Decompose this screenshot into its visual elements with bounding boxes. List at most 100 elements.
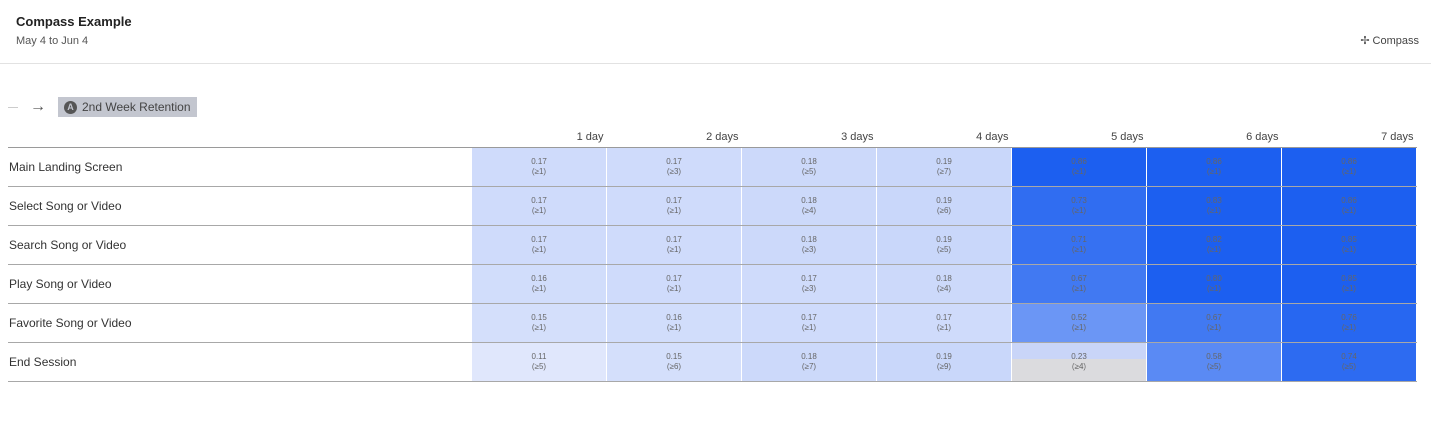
- event-label: 2nd Week Retention: [82, 100, 191, 114]
- column-header: 4 days: [876, 127, 1012, 148]
- retention-cell[interactable]: 0.17 (≥1): [741, 303, 877, 343]
- retention-cell[interactable]: 0.17 (≥1): [471, 225, 607, 265]
- date-range[interactable]: May 4 to Jun 4: [16, 35, 89, 47]
- retention-cell[interactable]: 0.15 (≥6): [606, 342, 742, 382]
- cell-value: 0.19: [936, 196, 952, 205]
- table-row: Main Landing Screen 0.17 (≥1) 0.17 (≥3) 0.18(…: [8, 147, 1417, 187]
- cell-threshold: (≥3): [801, 245, 817, 254]
- report-title: Compass Example: [16, 14, 132, 29]
- dash-divider: [8, 106, 18, 108]
- retention-cell[interactable]: 0.82 (≥1): [1146, 225, 1282, 265]
- row-label: Main Landing Screen: [8, 147, 472, 187]
- compass-label: Compass: [1372, 34, 1419, 47]
- cell-threshold: (≥1): [1341, 284, 1357, 293]
- retention-cell[interactable]: 0.17 (≥1): [606, 264, 742, 304]
- table-row: End Session 0.11 (≥5) 0.15 (≥6) 0.18 (≥7) 0.19(…: [8, 342, 1417, 382]
- retention-cell[interactable]: 0.19 (≥6): [876, 186, 1012, 226]
- retention-cell[interactable]: 0.67 (≥1): [1011, 264, 1147, 304]
- cell-value: 0.17: [801, 313, 817, 322]
- retention-cell[interactable]: 0.19 (≥5): [876, 225, 1012, 265]
- table-row: Select Song or Video 0.17 (≥1) 0.17 (≥1) 0.18…: [8, 186, 1417, 226]
- retention-cell[interactable]: 0.17 (≥1): [606, 225, 742, 265]
- row-label: End Session: [8, 342, 472, 382]
- cell-threshold: (≥5): [1341, 362, 1357, 371]
- cell-threshold: (≥5): [531, 362, 547, 371]
- column-header: 3 days: [741, 127, 877, 148]
- cell-value: 0.16: [666, 313, 682, 322]
- retention-cell[interactable]: 0.15 (≥1): [471, 303, 607, 343]
- cell-value: 0.76: [1341, 313, 1357, 322]
- retention-cell[interactable]: 0.71 (≥1): [1011, 225, 1147, 265]
- cell-threshold: (≥1): [1206, 284, 1222, 293]
- retention-cell[interactable]: 0.19 (≥9): [876, 342, 1012, 382]
- retention-cell[interactable]: 0.17 (≥1): [471, 147, 607, 187]
- cell-threshold: (≥1): [1206, 167, 1222, 176]
- cell-threshold: (≥1): [666, 323, 682, 332]
- cell-threshold: (≥1): [1071, 323, 1087, 332]
- compass-button[interactable]: ✢ Compass: [1360, 34, 1419, 48]
- retention-cell[interactable]: 0.76 (≥1): [1281, 303, 1417, 343]
- retention-cell[interactable]: 0.18 (≥4): [876, 264, 1012, 304]
- retention-cell[interactable]: 0.86 (≥1): [1011, 147, 1147, 187]
- event-chip[interactable]: A 2nd Week Retention: [58, 97, 197, 117]
- cell-threshold: (≥3): [666, 167, 682, 176]
- cell-threshold: (≥3): [801, 284, 817, 293]
- retention-cell[interactable]: 0.86 (≥1): [1146, 147, 1282, 187]
- cell-value: 0.11: [531, 352, 547, 361]
- retention-cell[interactable]: 0.17 (≥1): [606, 186, 742, 226]
- retention-cell[interactable]: 0.18 (≥7): [741, 342, 877, 382]
- cell-value: 0.17: [936, 313, 952, 322]
- cell-threshold: (≥4): [801, 206, 817, 215]
- cell-threshold: (≥1): [1206, 206, 1222, 215]
- row-label: Play Song or Video: [8, 264, 472, 304]
- retention-cell[interactable]: 0.52 (≥1): [1011, 303, 1147, 343]
- retention-cell[interactable]: 0.86 (≥1): [1281, 186, 1417, 226]
- cell-threshold: (≥1): [936, 323, 952, 332]
- cell-threshold: (≥1): [666, 245, 682, 254]
- table-row: Search Song or Video 0.17 (≥1) 0.17 (≥1) 0.18…: [8, 225, 1417, 265]
- retention-cell[interactable]: 0.11 (≥5): [471, 342, 607, 382]
- retention-cell[interactable]: 0.83 (≥1): [1146, 186, 1282, 226]
- cell-value: 0.71: [1071, 235, 1087, 244]
- retention-cell[interactable]: 0.85 (≥1): [1281, 264, 1417, 304]
- retention-cell[interactable]: 0.74 (≥5): [1281, 342, 1417, 382]
- retention-cell[interactable]: 0.18 (≥3): [741, 225, 877, 265]
- cell-threshold: (≥1): [1071, 284, 1087, 293]
- retention-cell[interactable]: 0.18 (≥5): [741, 147, 877, 187]
- retention-cell[interactable]: 0.80 (≥1): [1146, 264, 1282, 304]
- retention-cell[interactable]: 0.17 (≥1): [876, 303, 1012, 343]
- cell-value: 0.86: [1071, 157, 1087, 166]
- cell-threshold: (≥7): [936, 167, 952, 176]
- cell-value: 0.17: [801, 274, 817, 283]
- cell-threshold: (≥1): [1206, 323, 1222, 332]
- retention-cell[interactable]: 0.58 (≥5): [1146, 342, 1282, 382]
- retention-cell[interactable]: 0.19 (≥7): [876, 147, 1012, 187]
- cell-value: 0.18: [801, 196, 817, 205]
- retention-cell[interactable]: 0.85 (≥1): [1281, 225, 1417, 265]
- cell-value: 0.17: [666, 196, 682, 205]
- cell-value: 0.17: [666, 235, 682, 244]
- retention-cell[interactable]: 0.17 (≥1): [471, 186, 607, 226]
- retention-cell[interactable]: 0.23 (≥4): [1011, 342, 1147, 382]
- cell-value: 0.16: [531, 274, 547, 283]
- cell-threshold: (≥7): [801, 362, 817, 371]
- report-header: Compass Example May 4 to Jun 4 ✢ Compass: [0, 0, 1431, 64]
- column-header: 5 days: [1011, 127, 1147, 148]
- retention-cell[interactable]: 0.16 (≥1): [606, 303, 742, 343]
- cell-value: 0.19: [936, 352, 952, 361]
- cell-value: 0.18: [801, 157, 817, 166]
- retention-cell[interactable]: 0.18 (≥4): [741, 186, 877, 226]
- cell-threshold: (≥5): [801, 167, 817, 176]
- retention-cell[interactable]: 0.67 (≥1): [1146, 303, 1282, 343]
- retention-cell[interactable]: 0.73 (≥1): [1011, 186, 1147, 226]
- cell-threshold: (≥1): [666, 206, 682, 215]
- cell-threshold: (≥1): [1341, 167, 1357, 176]
- cell-value: 0.23: [1071, 352, 1087, 361]
- cell-value: 0.18: [936, 274, 952, 283]
- retention-cell[interactable]: 0.17 (≥3): [606, 147, 742, 187]
- retention-cell[interactable]: 0.86 (≥1): [1281, 147, 1417, 187]
- cell-value: 0.17: [666, 157, 682, 166]
- retention-cell[interactable]: 0.17 (≥3): [741, 264, 877, 304]
- cell-threshold: (≥1): [531, 323, 547, 332]
- retention-cell[interactable]: 0.16 (≥1): [471, 264, 607, 304]
